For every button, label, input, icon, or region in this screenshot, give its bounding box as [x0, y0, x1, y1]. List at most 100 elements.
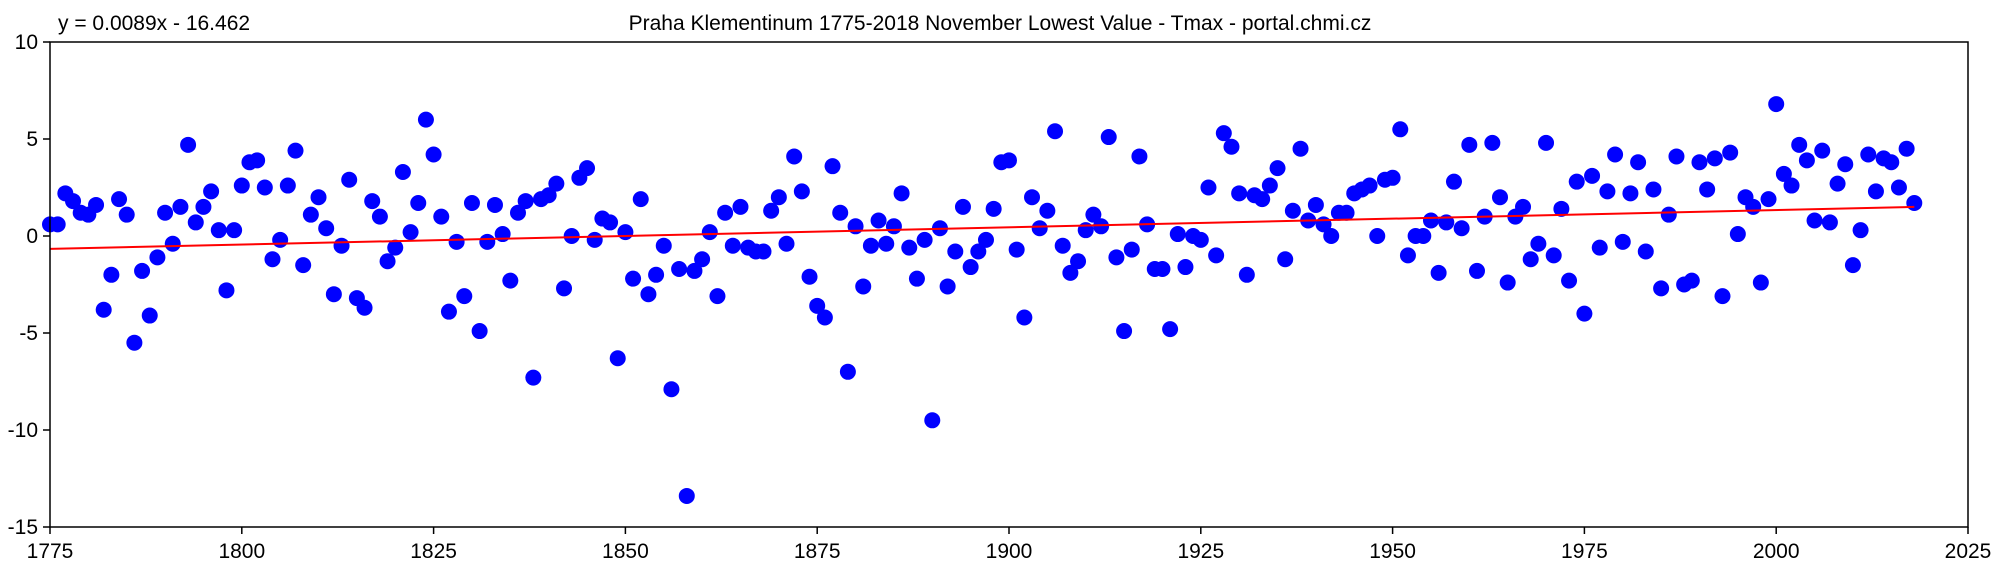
data-point: [648, 266, 665, 283]
data-point: [1062, 264, 1079, 281]
data-point: [701, 224, 718, 241]
data-point: [1630, 154, 1647, 171]
data-point: [479, 233, 496, 250]
data-point: [1100, 129, 1117, 146]
data-point: [1499, 274, 1516, 291]
data-point: [1231, 185, 1248, 202]
data-point: [1154, 260, 1171, 277]
data-point: [49, 216, 66, 233]
data-point: [763, 202, 780, 219]
data-point: [1852, 222, 1869, 239]
data-point: [1277, 251, 1294, 268]
data-point: [1768, 96, 1785, 113]
data-point: [1837, 156, 1854, 173]
data-point: [862, 237, 879, 254]
x-tick-label: 1800: [218, 540, 265, 563]
data-point: [1123, 241, 1140, 258]
data-point: [1430, 264, 1447, 281]
data-point: [1192, 231, 1209, 248]
data-point: [402, 224, 419, 241]
data-point: [1261, 177, 1278, 194]
data-point: [1906, 195, 1923, 212]
chart-title: Praha Klementinum 1775-2018 November Low…: [629, 12, 1372, 35]
data-point: [755, 243, 772, 260]
data-point: [1093, 218, 1110, 235]
trendline: [49, 205, 1915, 250]
data-point: [977, 231, 994, 248]
data-point: [1108, 249, 1125, 266]
y-tick-label: 10: [15, 31, 38, 54]
data-point: [203, 183, 220, 200]
data-point: [839, 363, 856, 380]
data-point: [640, 286, 657, 303]
data-point: [1223, 138, 1240, 155]
data-point: [1415, 228, 1432, 244]
data-point: [295, 257, 312, 274]
data-point: [1553, 200, 1570, 217]
data-point: [1530, 235, 1547, 252]
data-point: [1361, 177, 1378, 194]
data-point: [1047, 123, 1064, 140]
data-point: [1867, 183, 1884, 200]
y-tick-label: 5: [26, 128, 38, 151]
data-point: [1706, 150, 1723, 167]
data-point: [272, 231, 289, 248]
data-point: [1637, 243, 1654, 260]
x-axis: 1775 1800 1825 1850 1875 1900 1925 1950 1975 2000…: [27, 527, 1992, 563]
data-point: [1208, 247, 1225, 264]
data-point: [180, 136, 197, 153]
data-point: [111, 191, 128, 208]
data-point: [1085, 206, 1102, 223]
data-point: [901, 239, 918, 256]
data-point: [287, 142, 304, 159]
x-tick-label: 1925: [1177, 540, 1224, 563]
data-point: [371, 208, 388, 225]
data-point: [1729, 226, 1746, 243]
data-point: [364, 193, 381, 210]
data-point: [141, 307, 158, 324]
data-point: [1622, 185, 1639, 202]
data-point: [962, 259, 979, 276]
data-point: [440, 303, 457, 320]
data-point: [793, 183, 810, 200]
data-point: [1254, 191, 1271, 208]
data-point: [694, 251, 711, 268]
data-point: [1453, 220, 1470, 237]
data-point: [855, 278, 872, 295]
data-point: [1445, 173, 1462, 190]
data-point: [157, 204, 174, 221]
y-axis: 10 5 0 -5 -10 -15: [8, 31, 50, 539]
x-tick-label: 2025: [1945, 540, 1992, 563]
data-point: [1492, 189, 1509, 206]
data-point: [1169, 226, 1186, 243]
data-point: [1116, 323, 1133, 340]
data-point: [939, 278, 956, 295]
data-point: [586, 231, 603, 248]
data-point: [1269, 160, 1286, 177]
x-tick-label: 1950: [1369, 540, 1416, 563]
data-point: [256, 179, 273, 196]
data-point: [916, 231, 933, 248]
data-point: [356, 299, 373, 316]
data-point: [233, 177, 250, 194]
data-point: [632, 191, 649, 208]
data-point: [1607, 146, 1624, 163]
data-point: [770, 189, 787, 206]
data-point: [1162, 321, 1179, 338]
data-point: [1829, 175, 1846, 192]
plot-area-border: [49, 41, 1969, 528]
data-point: [540, 187, 557, 204]
data-point: [448, 233, 465, 250]
data-point: [433, 208, 450, 225]
data-point: [1568, 173, 1585, 190]
data-point: [509, 204, 526, 221]
data-point: [655, 237, 672, 254]
data-point: [1775, 165, 1792, 182]
data-point: [1714, 288, 1731, 305]
data-point: [947, 243, 964, 260]
data-point: [1484, 134, 1501, 151]
data-point: [786, 148, 803, 165]
data-point: [195, 198, 212, 215]
data-point: [1722, 144, 1739, 161]
